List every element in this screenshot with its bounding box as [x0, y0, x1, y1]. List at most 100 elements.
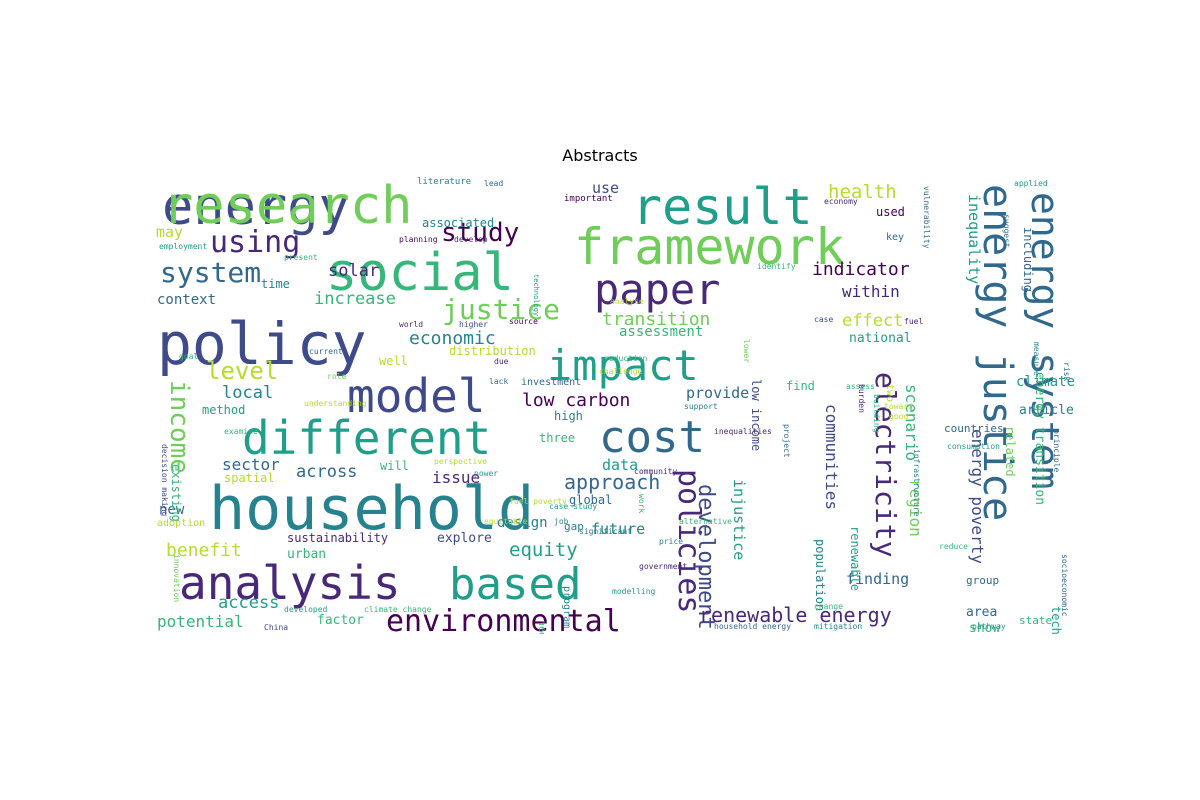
word-find: find	[786, 379, 815, 393]
word-result: result	[632, 178, 813, 236]
word-including: including	[1021, 227, 1035, 292]
word-model: model	[347, 369, 485, 423]
word-across: across	[296, 462, 357, 482]
word-sustainability: sustainability	[287, 531, 388, 545]
word-high: high	[554, 409, 583, 423]
word-applied: applied	[1014, 179, 1048, 188]
word-injustice: injustice	[730, 479, 748, 560]
word-time: time	[261, 277, 290, 291]
word-toward: toward	[884, 402, 913, 411]
word-data: data	[602, 456, 638, 474]
word-important: important	[564, 194, 613, 204]
word-goal: goal	[179, 352, 198, 361]
word-investment: investment	[521, 377, 581, 388]
word-project: project	[782, 424, 791, 458]
word-group: group	[966, 574, 999, 587]
word-energy-system: energy system	[1023, 192, 1067, 489]
word-area: area	[966, 605, 997, 620]
word-infrastructure: infrastructure	[912, 449, 921, 517]
word-social: social	[326, 243, 514, 303]
word-communities: communities	[822, 404, 841, 510]
word-health: health	[828, 181, 897, 203]
word-pathway: pathway	[972, 622, 1006, 631]
word-case: case	[814, 315, 833, 324]
word-context: context	[157, 292, 216, 308]
word-good: good	[889, 412, 908, 421]
word-environmental: environmental	[386, 604, 621, 634]
word-job: job	[554, 517, 569, 526]
word-urban: urban	[287, 547, 326, 562]
word-issue: issue	[432, 468, 480, 487]
word-case-study: case study	[549, 502, 597, 511]
word-renewable: renewable	[848, 526, 862, 591]
word-lower: lower	[742, 339, 751, 363]
word-distribution: distribution	[449, 344, 536, 358]
word-current: current	[309, 347, 343, 356]
word-change: change	[814, 602, 843, 611]
word-significant: significant	[579, 527, 632, 536]
word-well: well	[379, 354, 408, 368]
word-different: different	[242, 411, 491, 465]
word-finding: finding	[846, 570, 909, 588]
word-access: access	[218, 593, 279, 613]
word-china: China	[264, 623, 288, 632]
word-climate-change: climate change	[364, 605, 432, 614]
word-cost: cost	[599, 412, 705, 463]
word-present: present	[284, 253, 318, 262]
word-equity: equity	[509, 539, 578, 561]
word-burden: burden	[857, 384, 866, 413]
word-income: income	[164, 380, 194, 474]
word-article: article	[1019, 403, 1074, 418]
word-show: show	[969, 621, 1000, 634]
word-world: world	[399, 320, 423, 329]
word-household-energy: household energy	[714, 622, 791, 631]
word-alternative: alternative	[679, 517, 732, 526]
word-explore: explore	[437, 531, 492, 546]
word-reduce: reduce	[939, 542, 968, 551]
word-benefit: benefit	[166, 540, 242, 561]
word-study: study	[441, 218, 519, 248]
word-two: two	[884, 384, 895, 402]
word-based: based	[449, 559, 581, 610]
word-population: population	[813, 539, 827, 611]
word-lead: lead	[484, 179, 503, 188]
word-indicator: indicator	[812, 259, 910, 280]
word-scenario: scenario	[902, 384, 921, 461]
word-reduction: reduction	[604, 354, 648, 363]
word-due: due	[494, 357, 509, 366]
word-effect: effect	[842, 311, 903, 331]
word-program: program	[561, 586, 572, 628]
word-energy-poverty: energy poverty	[968, 429, 987, 564]
word-assess: assess	[846, 382, 875, 391]
word-analysis: analysis	[179, 556, 401, 610]
word-consumption: consumption	[947, 442, 1000, 451]
word-employment: employment	[159, 242, 207, 251]
word-modelling: modelling	[612, 587, 656, 596]
word-understanding: understanding	[304, 399, 367, 408]
word-potential: potential	[157, 612, 244, 631]
word-role: role	[327, 372, 346, 381]
word-local: local	[222, 383, 273, 403]
word-state: state	[1019, 614, 1052, 627]
word-household: household	[209, 474, 534, 544]
word-global: global	[569, 493, 612, 507]
word-level: level	[206, 357, 278, 385]
word-work: work	[637, 494, 646, 513]
word-adoption: adoption	[157, 518, 205, 529]
word-impact: impact	[547, 341, 699, 390]
word-principle: principle	[1052, 429, 1061, 473]
word-policy: policy	[157, 310, 367, 378]
word-decision-making: decision making	[160, 444, 169, 516]
figure-title: Abstracts	[562, 146, 638, 165]
word-power: power	[474, 469, 498, 478]
word-higher: higher	[459, 320, 488, 329]
word-technologies: technologies	[1049, 606, 1063, 634]
word-associated: associated	[422, 216, 494, 230]
word-method: method	[202, 403, 245, 417]
word-literature: literature	[417, 177, 471, 187]
word-energy: energy	[162, 177, 350, 237]
word-challenge: challenge	[599, 367, 643, 376]
word-need: need	[536, 620, 547, 634]
word-lack: lack	[489, 377, 508, 386]
